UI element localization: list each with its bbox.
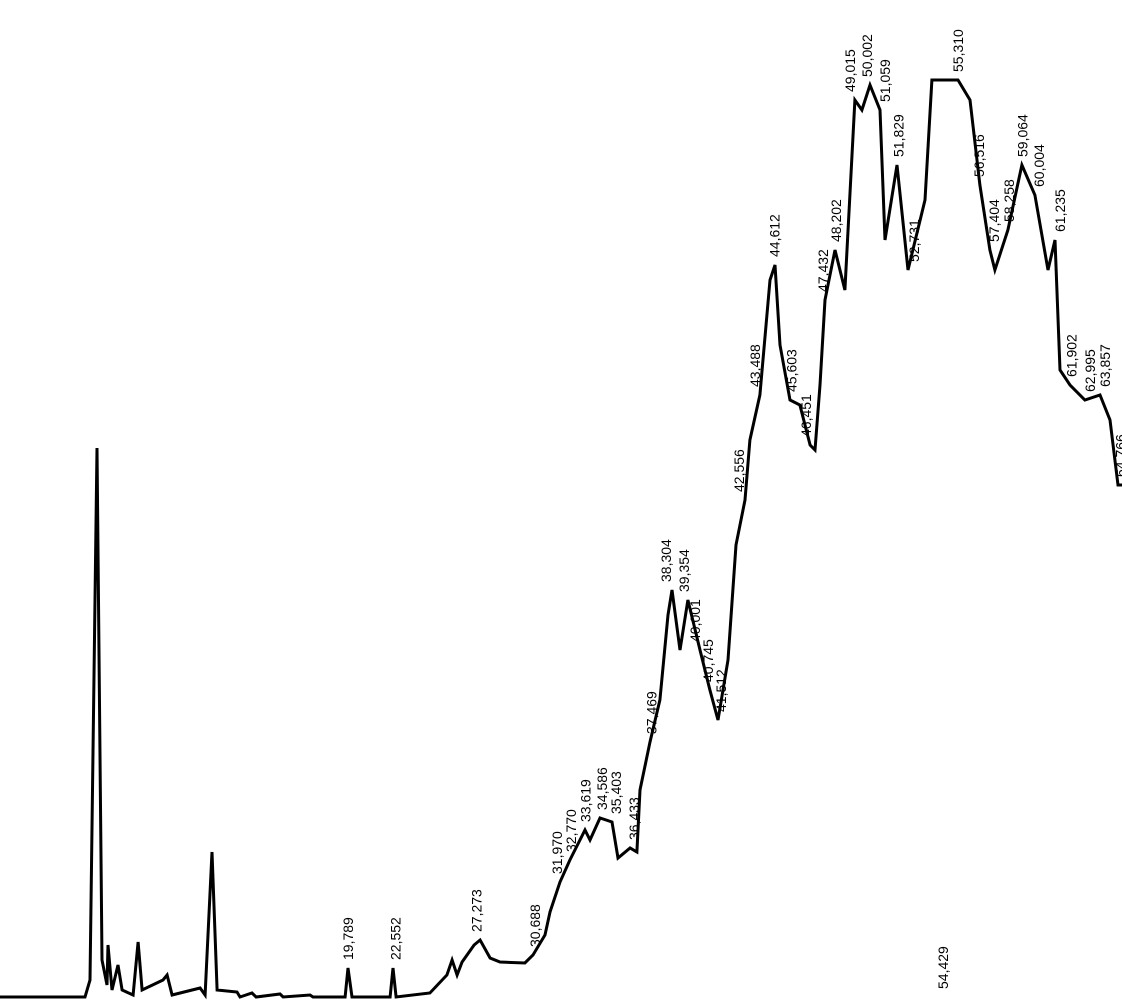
peak-label: 42,556 xyxy=(731,449,747,492)
peak-label: 60,004 xyxy=(1031,144,1047,187)
peak-label: 46,451 xyxy=(798,394,814,437)
peak-label: 44,612 xyxy=(766,214,782,257)
peak-label: 32,770 xyxy=(563,809,579,852)
peak-label: 61,235 xyxy=(1052,189,1068,232)
peak-label: 51,059 xyxy=(877,59,893,102)
peak-label: 41,512 xyxy=(713,669,729,712)
trace xyxy=(0,78,1122,1000)
peak-label: 45,603 xyxy=(783,349,799,392)
peak-label: 27,273 xyxy=(469,889,485,932)
peak-label: 50,002 xyxy=(859,34,875,77)
peak-label: 34,586 xyxy=(594,767,610,810)
peak-label: 33,619 xyxy=(578,779,594,822)
peak-label: 48,202 xyxy=(828,199,844,242)
peak-label: 37,469 xyxy=(644,691,660,734)
peak-label: 59,064 xyxy=(1015,114,1031,157)
peak-label: 40,745 xyxy=(700,639,716,682)
peak-label: 31,970 xyxy=(549,831,565,874)
peak-label: 35,403 xyxy=(608,771,624,814)
peak-label: 58,258 xyxy=(1001,179,1017,222)
peak-label: 47,432 xyxy=(815,249,831,292)
peak-label: 38,304 xyxy=(658,539,674,582)
peak-label: 64,766 xyxy=(1113,434,1122,477)
peak-label: 40,001 xyxy=(687,599,703,642)
peak-label: 36,433 xyxy=(626,797,642,840)
peak-label: 55,310 xyxy=(950,29,966,72)
peak-label: 51,829 xyxy=(890,114,906,157)
peak-label: 54,429 xyxy=(935,946,951,989)
peak-label: 61,902 xyxy=(1063,334,1079,377)
peak-label: 43,488 xyxy=(747,344,763,387)
peak-label: 57,404 xyxy=(986,199,1002,242)
peak-label: 52,731 xyxy=(906,219,922,262)
peak-label: 49,015 xyxy=(842,49,858,92)
peak-label: 30,688 xyxy=(527,904,543,947)
peak-label: 22,552 xyxy=(387,917,403,960)
peak-label: 39,354 xyxy=(676,549,692,592)
peak-label: 19,789 xyxy=(340,917,356,960)
peak-label: 56,516 xyxy=(971,134,987,177)
peak-label: 62,995 xyxy=(1082,349,1098,392)
peak-label: 63,857 xyxy=(1097,344,1113,387)
